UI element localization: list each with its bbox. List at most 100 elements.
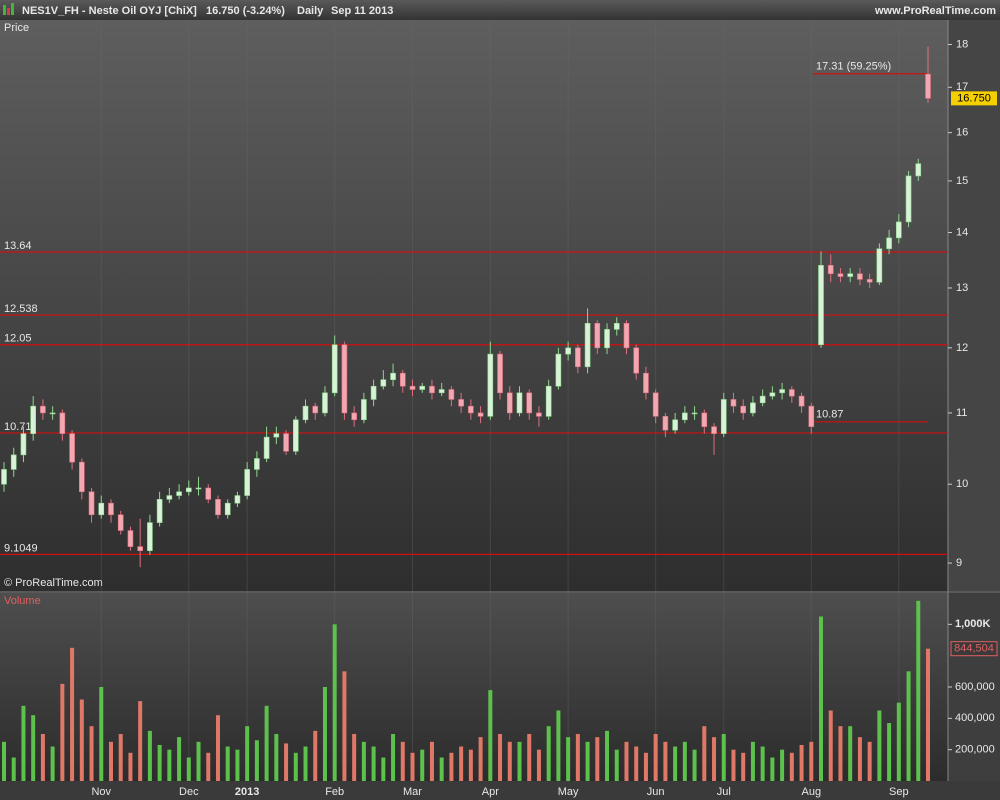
volume-bar	[138, 701, 143, 781]
price-axis	[948, 20, 1000, 591]
volume-bar	[731, 749, 736, 781]
candle-body	[516, 392, 523, 414]
candle-body	[808, 405, 815, 427]
candle-body	[322, 392, 328, 414]
volume-bar	[157, 744, 162, 781]
volume-bar	[264, 705, 269, 781]
volume-bar	[848, 726, 853, 781]
volume-bar	[420, 749, 425, 781]
volume-bar	[99, 687, 104, 781]
candle-body	[915, 163, 922, 177]
candle-body	[438, 389, 445, 394]
volume-bar	[167, 749, 172, 781]
candle-body	[98, 502, 105, 516]
volume-bar	[245, 726, 250, 781]
volume-bar	[702, 726, 707, 781]
candle-body	[263, 436, 270, 459]
candle-body	[497, 353, 503, 394]
candle-body	[254, 458, 260, 470]
candle-body	[701, 412, 708, 427]
candle-body	[720, 399, 727, 434]
volume-bar	[118, 734, 123, 781]
candle-body	[448, 389, 455, 400]
volume-bar	[50, 746, 55, 781]
candle-body	[205, 487, 212, 500]
volume-bar	[108, 741, 113, 781]
volume-bar	[449, 752, 454, 781]
volume-bar	[498, 734, 503, 781]
candle-body	[545, 385, 552, 417]
volume-bar	[488, 690, 493, 781]
candle-body	[584, 323, 591, 368]
candle-body	[419, 385, 426, 390]
x-tick-label: Aug	[801, 786, 821, 798]
candle-body	[905, 175, 912, 223]
volume-bar	[536, 749, 541, 781]
candle-body	[886, 237, 892, 250]
y-tick-label: 9	[956, 557, 962, 569]
candle-body	[40, 405, 46, 414]
candle-body	[866, 279, 873, 283]
candle-body	[399, 372, 406, 387]
x-tick-label: Sep	[889, 786, 909, 798]
candle-body	[847, 273, 853, 277]
level-label: 12.05	[4, 333, 32, 345]
y-tick-label: 10	[956, 478, 968, 490]
volume-bar	[527, 734, 532, 781]
candle-body	[49, 412, 56, 415]
volume-bar	[79, 699, 84, 781]
x-tick-label: Mar	[403, 786, 422, 798]
candle-body	[244, 469, 250, 496]
date: Sep 11 2013	[331, 5, 393, 17]
candle-body	[468, 405, 474, 414]
volume-bar	[926, 648, 930, 781]
volume-bar	[371, 746, 376, 781]
volume-bar	[352, 734, 357, 781]
x-tick-label: Jul	[717, 786, 731, 798]
candle-body	[30, 405, 36, 434]
candle-body	[623, 323, 630, 349]
volume-bar	[721, 734, 726, 781]
volume-bar	[906, 671, 911, 781]
candle-body	[555, 353, 562, 387]
volume-bar	[128, 752, 133, 781]
volume-bar	[274, 734, 279, 781]
volume-bar	[741, 752, 746, 781]
volume-bar	[147, 730, 152, 781]
candle-body	[409, 385, 416, 390]
volume-bar	[2, 741, 6, 781]
candle-body	[876, 248, 883, 283]
level-label: 9.1049	[4, 542, 38, 554]
period: Daily	[297, 5, 324, 17]
candle-body	[565, 347, 571, 355]
candle-body	[156, 499, 163, 523]
volume-bar	[614, 749, 619, 781]
site[interactable]: www.ProRealTime.com	[874, 5, 996, 17]
volume-bar	[215, 715, 220, 781]
volume-bar	[916, 600, 921, 781]
candle-body	[361, 399, 367, 421]
candle-body	[117, 514, 124, 531]
volume-bar	[313, 730, 318, 781]
candle-body	[789, 389, 795, 397]
price-panel	[0, 20, 948, 591]
volume-bar	[517, 741, 522, 781]
candle-body	[273, 433, 280, 438]
volume-bar	[809, 741, 814, 781]
volume-bar	[60, 683, 65, 781]
volume-bar	[70, 647, 75, 781]
y-tick-label: 200,000	[955, 744, 995, 756]
y-tick-label: 13	[956, 282, 968, 294]
volume-bar	[819, 616, 824, 781]
candle-body	[137, 546, 143, 551]
candle-body	[195, 487, 202, 490]
candle-body	[147, 522, 153, 551]
volume-axis	[948, 593, 1000, 781]
volume-bar	[342, 671, 347, 781]
candle-body	[740, 405, 747, 414]
volume-bar	[566, 737, 571, 781]
symbol: NES1V_FH - Neste Oil OYJ [ChiX]	[22, 5, 197, 17]
candle-body	[79, 461, 85, 493]
volume-bar	[303, 746, 308, 781]
